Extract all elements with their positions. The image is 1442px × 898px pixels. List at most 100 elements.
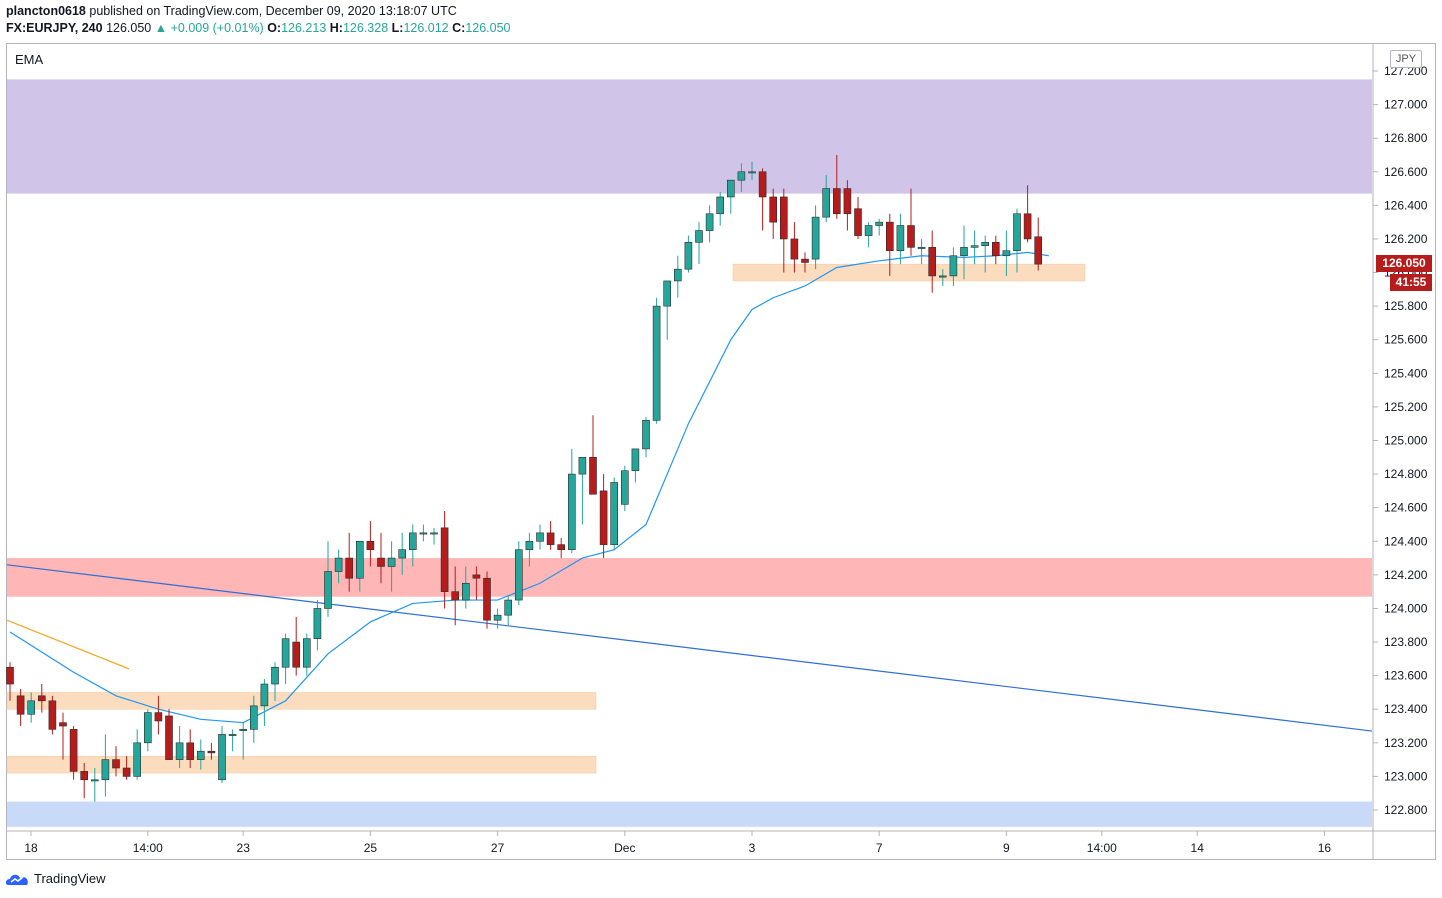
- candle: [652, 297, 661, 424]
- candle-body: [122, 767, 131, 777]
- candle-body: [493, 614, 502, 621]
- symbol-info: FX:EURJPY, 240 126.050 ▲ +0.009 (+0.01%)…: [6, 21, 511, 35]
- candle-body: [461, 582, 470, 601]
- candle-body: [854, 208, 862, 236]
- candle: [864, 222, 873, 248]
- candle-body: [673, 268, 682, 282]
- y-tick-label: 123.800: [1384, 635, 1428, 649]
- candle-body: [366, 540, 375, 550]
- candle: [440, 511, 449, 609]
- candle-body: [430, 532, 438, 535]
- candle-body: [271, 666, 279, 685]
- candle-body: [144, 712, 152, 744]
- candle: [726, 179, 735, 214]
- candle: [430, 527, 438, 545]
- candle-body: [642, 420, 650, 450]
- candle: [557, 537, 566, 559]
- y-tick-label: 125.800: [1384, 299, 1428, 313]
- candle-body: [313, 608, 322, 639]
- candle: [663, 280, 672, 340]
- price-change: +0.009 (+0.01%): [170, 21, 264, 35]
- candle-body: [981, 242, 990, 246]
- close-label: C:: [452, 21, 466, 35]
- candle-body: [705, 213, 714, 231]
- candle: [387, 541, 396, 592]
- candle-body: [991, 242, 1000, 257]
- candle-body: [207, 750, 216, 754]
- ema-indicator-label[interactable]: EMA: [15, 52, 44, 67]
- candle: [1013, 208, 1021, 273]
- candle: [769, 188, 778, 239]
- candle: [377, 532, 385, 584]
- candle-body: [186, 742, 194, 760]
- low-value: 126.012: [403, 21, 449, 35]
- candle: [949, 247, 958, 286]
- candle: [642, 416, 650, 458]
- candle: [917, 238, 926, 265]
- candle: [451, 566, 460, 626]
- candle-body: [970, 245, 979, 248]
- candle: [620, 465, 629, 512]
- candle: [875, 218, 884, 236]
- currency-label[interactable]: JPY: [1390, 50, 1422, 68]
- y-tick-label: 126.200: [1384, 232, 1428, 246]
- candle-body: [875, 221, 884, 226]
- author-name[interactable]: plancton0618: [6, 4, 86, 18]
- candle-body: [578, 456, 587, 475]
- y-tick-label: 126.400: [1384, 198, 1428, 212]
- candle-body: [695, 230, 703, 243]
- candle-body: [345, 557, 354, 579]
- candle-body: [16, 695, 25, 715]
- candle: [366, 521, 375, 567]
- candle-body: [928, 247, 937, 277]
- x-tick-label: 7: [876, 841, 883, 855]
- candle-body: [589, 456, 597, 495]
- candle: [122, 756, 131, 780]
- candle-body: [6, 666, 14, 685]
- candle: [207, 742, 216, 760]
- resistance-zone: [7, 558, 1372, 597]
- candle: [419, 524, 428, 542]
- upper-supply-zone: [7, 79, 1372, 194]
- candle: [716, 191, 725, 226]
- candle-body: [175, 742, 184, 760]
- x-tick-label: 14:00: [1087, 841, 1117, 855]
- candle: [461, 566, 470, 609]
- candle: [101, 734, 110, 797]
- candle-body: [1002, 250, 1011, 257]
- candle-body: [811, 216, 820, 260]
- x-tick-label: 23: [237, 841, 251, 855]
- candle: [48, 695, 57, 735]
- tradingview-logo[interactable]: TradingView: [6, 871, 106, 886]
- candle: [546, 521, 555, 550]
- candle-body: [377, 557, 385, 567]
- candle: [673, 255, 682, 298]
- candle-body: [938, 275, 947, 278]
- y-tick-label: 125.200: [1384, 400, 1428, 414]
- candle: [885, 213, 894, 276]
- candle: [472, 566, 481, 601]
- candle-body: [239, 729, 247, 731]
- candle: [16, 689, 25, 727]
- candle: [6, 662, 14, 701]
- candle: [186, 729, 194, 769]
- open-label: O:: [267, 21, 282, 35]
- candle: [483, 571, 491, 629]
- y-tick-label: 126.800: [1384, 131, 1428, 145]
- candle-body: [197, 750, 205, 760]
- candle: [218, 726, 226, 784]
- candle-body: [355, 540, 364, 579]
- candle-body: [599, 490, 608, 545]
- candle: [175, 726, 184, 769]
- candle-body: [917, 247, 926, 249]
- x-tick-label: 3: [749, 841, 756, 855]
- y-tick-label: 124.400: [1384, 534, 1428, 548]
- candle: [610, 477, 619, 550]
- candle: [239, 722, 247, 760]
- bar-countdown-badge: 41:55: [1390, 274, 1432, 291]
- candle: [970, 230, 979, 265]
- publish-date: published on TradingView.com, December 0…: [89, 4, 457, 18]
- symbol-name[interactable]: FX:EURJPY, 240: [6, 21, 103, 35]
- candle-body: [69, 729, 78, 772]
